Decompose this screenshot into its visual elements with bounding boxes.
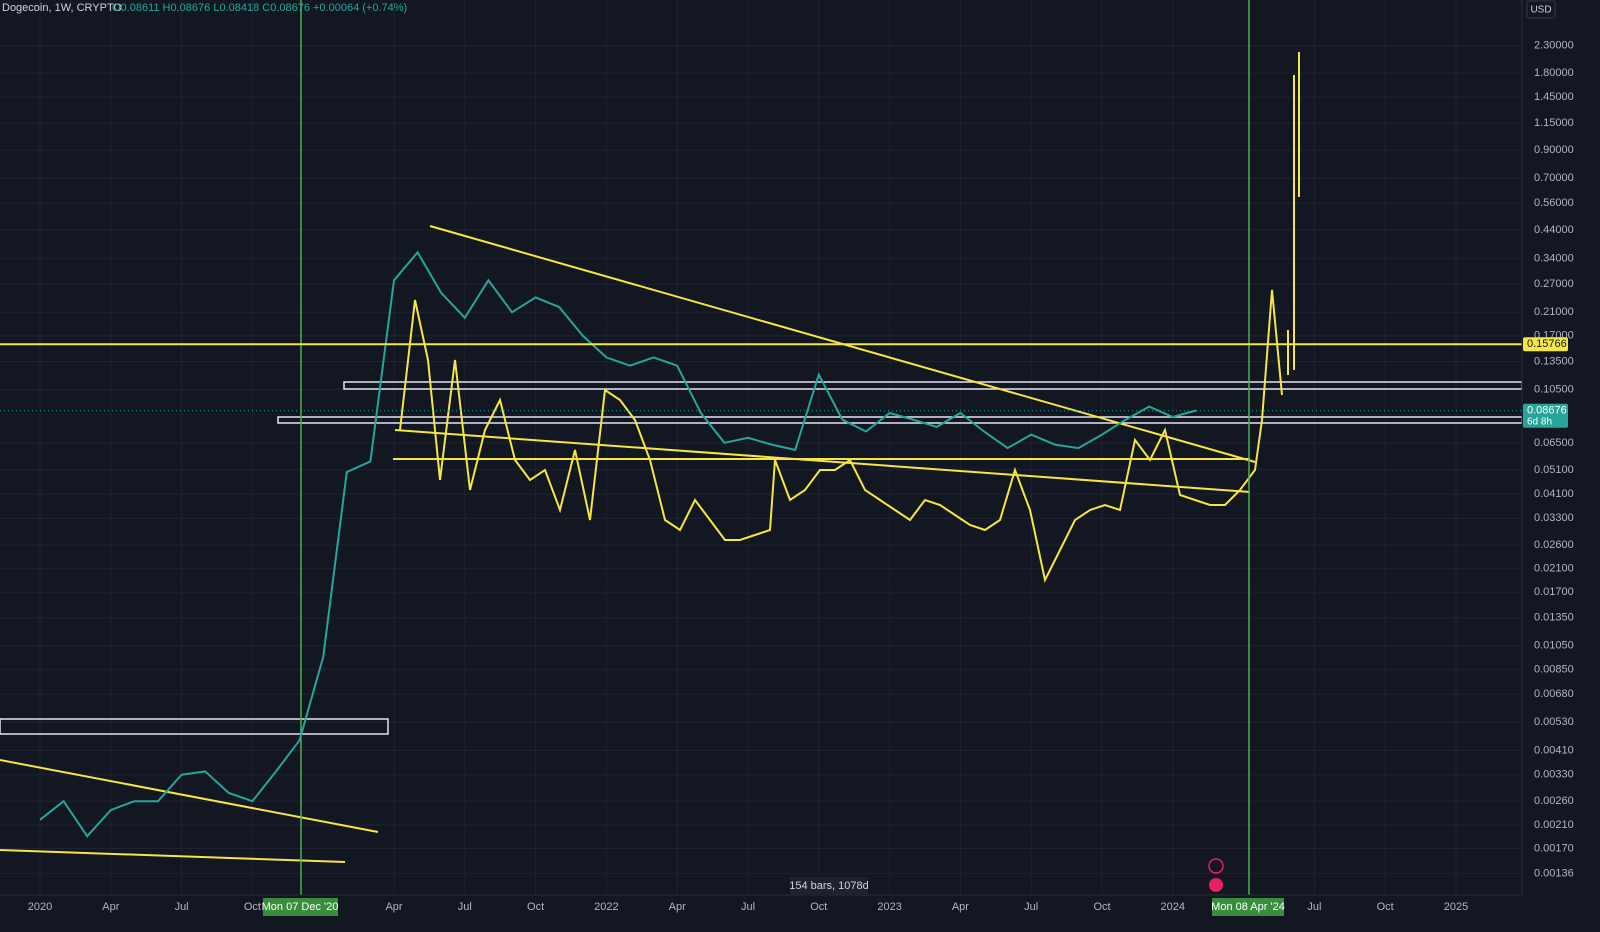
range-info-bg [790,877,868,895]
y-tick-label: 0.04100 [1534,488,1574,500]
marker-label: Mon 08 Apr '24 [1211,901,1285,913]
x-tick-label: Jul [741,901,755,913]
x-tick-label: 2020 [28,901,52,913]
last-price-bg [1523,403,1568,428]
y-tick-label: 0.01700 [1534,586,1574,598]
currency[interactable]: USD [1530,5,1551,16]
y-tick-label: 0.03300 [1534,512,1574,524]
y-tick-label: 0.44000 [1534,224,1574,236]
x-tick-label: Oct [527,901,544,913]
x-tick-label: 2024 [1161,901,1185,913]
x-tick-label: 2022 [594,901,618,913]
y-tick-label: 0.34000 [1534,253,1574,265]
y-tick-label: 0.06500 [1534,437,1574,449]
x-tick-label: Oct [810,901,827,913]
ohlc-legend: O0.08611 H0.08676 L0.08418 C0.08676 +0.0… [112,2,407,14]
x-tick-label: 2023 [877,901,901,913]
series [0,250,1522,838]
event-icon[interactable] [1208,858,1224,874]
event-icon[interactable] [1209,878,1223,892]
trend-line [0,849,346,863]
time-axis [0,895,1522,932]
price-axis [1522,0,1600,932]
y-tick-label: 0.01350 [1534,612,1574,624]
y-tick-label: 1.15000 [1534,117,1574,129]
time-axis-labels: 2020 Apr Jul Oct Apr Jul Oct 2022 Apr Jul Oct 2023 A… [28,901,1468,913]
currency-box[interactable] [1526,0,1556,19]
x-tick-label: 2025 [1444,901,1468,913]
last-price-tag: 0.08676 [1527,405,1567,417]
price-tag: 0.15766 [1527,338,1567,350]
x-tick-label: Jul [175,901,189,913]
symbol-title: Dogecoin, 1W, CRYPTO [2,2,122,14]
marker-label-bg [263,898,338,916]
y-tick-label: 1.80000 [1534,67,1574,79]
x-tick-label: Oct [1093,901,1110,913]
projection-path [399,289,1283,583]
y-tick-label: 0.00260 [1534,795,1574,807]
x-tick-label: Apr [952,901,969,913]
x-tick-label: Jul [1024,901,1038,913]
y-tick-label: 0.00170 [1534,842,1574,854]
y-tick-label: 2.30000 [1534,40,1574,52]
drawings [0,0,1523,895]
y-tick-label: 0.13500 [1534,355,1574,367]
y-tick-label: 0.00850 [1534,663,1574,675]
y-tick-label: 0.00210 [1534,819,1574,831]
marker-label: Mon 07 Dec '20 [262,901,339,913]
y-tick-label: 0.05100 [1534,464,1574,476]
trend-line [394,429,1251,493]
y-tick-label: 0.01050 [1534,640,1574,652]
x-tick-label: Apr [102,901,119,913]
price-line [39,250,1197,838]
y-tick-label: 0.10500 [1534,383,1574,395]
y-tick-label: 0.56000 [1534,197,1574,209]
y-tick-label: 0.00410 [1534,744,1574,756]
x-tick-label: Oct [244,901,261,913]
x-tick-label: Apr [669,901,686,913]
price-tag-bg [1523,337,1568,352]
price-axis-labels: 2.30000 1.80000 1.45000 1.15000 0.90000 0.700… [1523,40,1574,879]
range-info: 154 bars, 1078d [789,880,869,892]
x-tick-label: Oct [1377,901,1394,913]
old-zone [0,718,389,735]
x-tick-label: Jul [1307,901,1321,913]
y-tick-label: 0.00680 [1534,688,1574,700]
marker-label-bg [1212,898,1284,916]
y-tick-label: 0.90000 [1534,144,1574,156]
trend-line [0,759,379,833]
y-tick-label: 0.27000 [1534,278,1574,290]
y-tick-label: 0.02600 [1534,539,1574,551]
y-tick-label: 0.00330 [1534,769,1574,781]
y-tick-label: 0.02100 [1534,563,1574,575]
y-tick-label: 0.00136 [1534,867,1574,879]
y-tick-label: 0.00530 [1534,716,1574,728]
x-tick-label: Jul [458,901,472,913]
countdown: 6d 8h [1527,416,1552,427]
y-tick-label: 1.45000 [1534,91,1574,103]
x-tick-label: Apr [385,901,402,913]
y-tick-label: 0.70000 [1534,172,1574,184]
y-tick-label: 0.21000 [1534,306,1574,318]
